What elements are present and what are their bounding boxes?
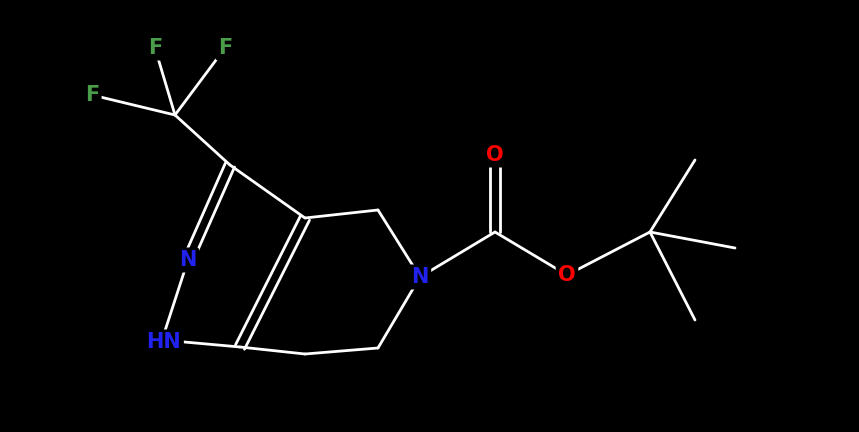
Text: F: F: [218, 38, 232, 58]
Text: F: F: [148, 38, 162, 58]
Text: HN: HN: [147, 332, 181, 352]
Text: N: N: [180, 250, 197, 270]
Text: F: F: [85, 85, 99, 105]
Text: N: N: [411, 267, 429, 287]
Text: O: O: [558, 265, 576, 285]
Text: O: O: [486, 145, 504, 165]
